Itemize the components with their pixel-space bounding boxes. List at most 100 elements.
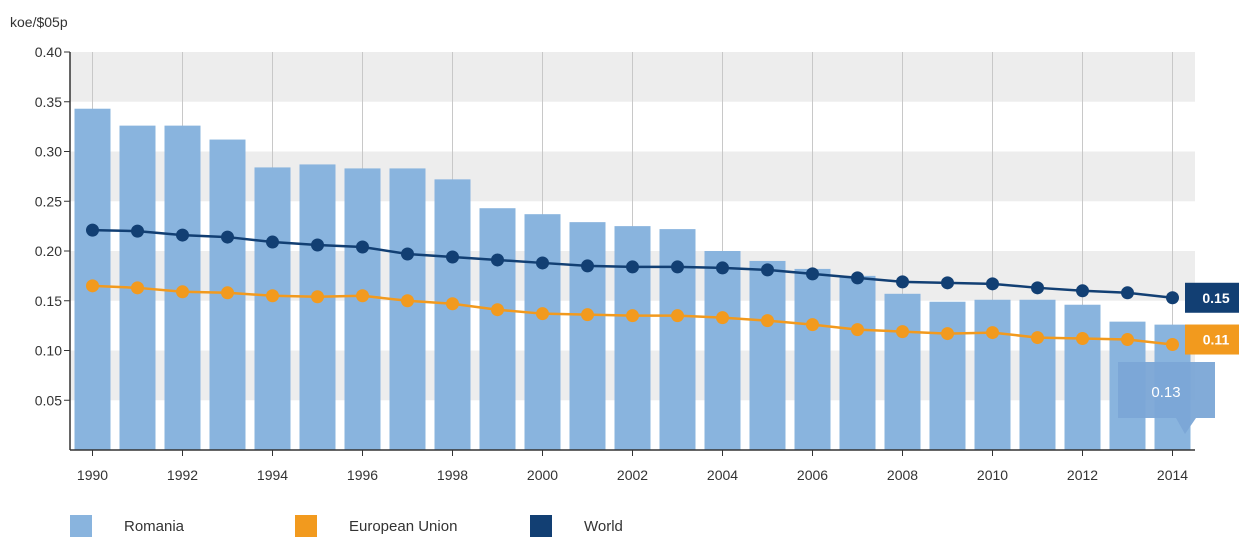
legend-label-world: World [584, 517, 623, 535]
legend-item-european-union[interactable]: European Union [295, 512, 457, 540]
point-european-union-2000 [536, 307, 549, 321]
bar-romania-2004 [704, 251, 741, 450]
x-tick-label-1992: 1992 [167, 467, 198, 483]
x-tick-label-2004: 2004 [707, 467, 738, 483]
y-tick-label-0: 0.40 [35, 44, 62, 60]
point-european-union-2011 [1031, 331, 1044, 345]
y-tick-label-1: 0.35 [35, 94, 62, 110]
x-tick-label-1996: 1996 [347, 467, 378, 483]
point-european-union-2012 [1076, 332, 1089, 346]
y-axis-unit-label: koe/$05p [10, 14, 68, 30]
point-world-2002 [626, 260, 639, 274]
x-tick-label-2006: 2006 [797, 467, 828, 483]
point-european-union-2014 [1166, 338, 1179, 352]
legend-swatch-world [530, 515, 552, 537]
point-european-union-2006 [806, 318, 819, 332]
bar-romania-2000 [524, 214, 561, 450]
point-european-union-1991 [131, 281, 144, 295]
point-world-2014 [1166, 291, 1179, 305]
end-label-world-box [1185, 282, 1239, 313]
legend-label-romania: Romania [124, 517, 185, 535]
point-world-2001 [581, 259, 594, 273]
point-world-1990 [86, 223, 99, 237]
tooltip-box [1118, 362, 1215, 434]
x-tick-label-2012: 2012 [1067, 467, 1098, 483]
point-european-union-1996 [356, 289, 369, 303]
point-european-union-2003 [671, 309, 684, 323]
point-world-1992 [176, 228, 189, 242]
point-european-union-1999 [491, 303, 504, 317]
point-european-union-2010 [986, 326, 999, 340]
y-tick-label-2: 0.30 [35, 144, 62, 160]
end-label-eu-box [1185, 324, 1239, 355]
tooltip: 0.13 [1118, 362, 1215, 434]
bar-romania-2012 [1064, 304, 1101, 450]
point-european-union-2009 [941, 327, 954, 341]
point-world-1994 [266, 235, 279, 249]
bar-romania-1995 [299, 164, 336, 450]
bar-romania-2007 [839, 275, 876, 450]
point-european-union-1993 [221, 286, 234, 300]
point-world-1993 [221, 230, 234, 244]
y-tick-label-7: 0.05 [35, 392, 62, 408]
y-tick-label-4: 0.20 [35, 243, 62, 259]
point-world-2011 [1031, 281, 1044, 295]
bar-romania-1999 [479, 208, 516, 450]
legend-label-european-union: European Union [349, 517, 458, 535]
point-european-union-2008 [896, 325, 909, 339]
point-european-union-2001 [581, 308, 594, 322]
bar-romania-2011 [1019, 299, 1056, 450]
legend-swatch-european-union [295, 515, 317, 537]
bar-romania-2008 [884, 293, 921, 450]
bar-romania-2006 [794, 268, 831, 450]
point-world-2006 [806, 267, 819, 281]
point-european-union-1990 [86, 279, 99, 293]
point-european-union-2005 [761, 314, 774, 328]
point-european-union-1995 [311, 290, 324, 304]
legend: Romania European Union World [70, 512, 770, 540]
x-tick-label-2002: 2002 [617, 467, 648, 483]
y-axis-ticks: 0.40 0.35 0.30 0.25 0.20 0.15 0.10 0.05 [35, 44, 70, 408]
bar-romania-1994 [254, 167, 291, 451]
legend-swatch-romania [70, 515, 92, 537]
point-world-2003 [671, 260, 684, 274]
point-world-2005 [761, 263, 774, 277]
point-world-2000 [536, 256, 549, 270]
bar-romania-1996 [344, 168, 381, 451]
point-world-2010 [986, 277, 999, 291]
y-tick-label-3: 0.25 [35, 193, 62, 209]
x-tick-label-2010: 2010 [977, 467, 1008, 483]
point-world-2013 [1121, 286, 1134, 300]
point-european-union-1994 [266, 289, 279, 303]
x-tick-label-2014: 2014 [1157, 467, 1188, 483]
end-value-labels: 0.15 0.11 [1185, 282, 1239, 355]
point-world-2012 [1076, 284, 1089, 298]
point-world-2004 [716, 261, 729, 275]
x-tick-label-2008: 2008 [887, 467, 918, 483]
line-series [86, 223, 1179, 352]
bar-romania-2001 [569, 222, 606, 450]
bar-romania-1998 [434, 179, 471, 451]
point-world-2009 [941, 276, 954, 290]
bar-romania-1997 [389, 168, 426, 451]
point-european-union-1998 [446, 297, 459, 311]
point-world-1995 [311, 238, 324, 252]
x-tick-label-1990: 1990 [77, 467, 108, 483]
tooltip-value: 0.13 [1151, 384, 1180, 401]
legend-item-romania[interactable]: Romania [70, 512, 184, 540]
point-world-2008 [896, 275, 909, 289]
bar-romania-2009 [929, 301, 966, 450]
point-world-1998 [446, 250, 459, 264]
point-world-2007 [851, 271, 864, 285]
point-world-1999 [491, 253, 504, 267]
bar-romania-2005 [749, 260, 786, 450]
point-european-union-2013 [1121, 333, 1134, 347]
x-tick-label-2000: 2000 [527, 467, 558, 483]
point-european-union-2004 [716, 311, 729, 325]
point-world-1991 [131, 224, 144, 238]
point-european-union-2007 [851, 323, 864, 337]
point-world-1996 [356, 240, 369, 254]
legend-item-world[interactable]: World [530, 512, 623, 540]
x-tick-label-1994: 1994 [257, 467, 288, 483]
chart-area: 0.400.350.300.250.200.150.100.05 1990 199… [10, 14, 1239, 483]
